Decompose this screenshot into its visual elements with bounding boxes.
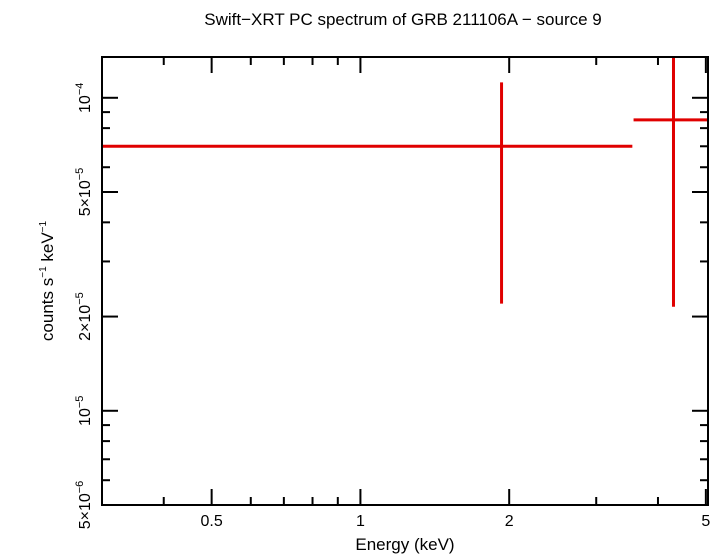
y-tick-label: 5×10−6	[74, 481, 94, 530]
x-axis-label: Energy (keV)	[355, 535, 454, 554]
y-axis-label-main: counts s	[38, 278, 57, 341]
y-tick-label: 10−5	[74, 396, 94, 426]
y-tick-label: 10−4	[74, 83, 94, 113]
axis-tick-labels: 0.5 1 2 5 5×10−6 10−5 2×10−5 5×10−5 10−4	[74, 83, 710, 530]
x-tick-label: 5	[701, 513, 710, 530]
axis-ticks	[101, 57, 708, 506]
x-tick-label: 2	[505, 513, 514, 530]
y-axis-label-mid: keV	[38, 232, 57, 267]
plot-frame	[101, 56, 709, 506]
chart-title: Swift−XRT PC spectrum of GRB 211106A − s…	[204, 10, 602, 29]
y-axis-label: counts s−1 keV−1	[38, 220, 57, 341]
y-tick-label: 5×10−5	[74, 168, 94, 217]
x-tick-label: 1	[356, 513, 365, 530]
y-tick-label: 2×10−5	[74, 292, 94, 341]
x-tick-label: 0.5	[201, 513, 223, 530]
y-axis-label-exp2: −1	[38, 220, 49, 232]
y-axis-label-exp1: −1	[38, 266, 49, 278]
data-series	[102, 57, 708, 307]
